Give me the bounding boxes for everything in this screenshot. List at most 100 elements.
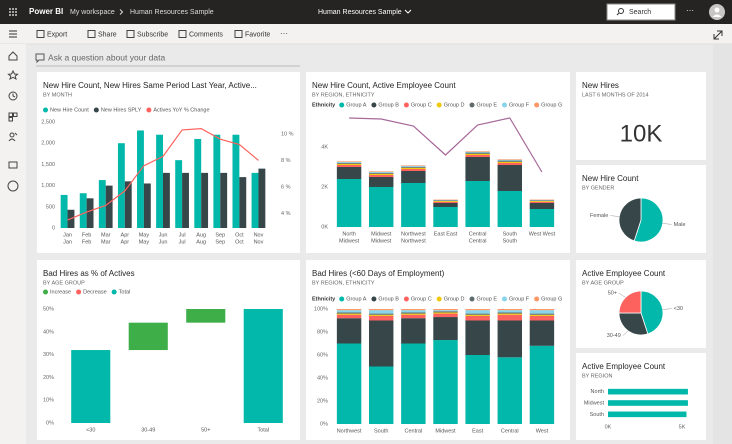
legend-marker <box>43 107 48 113</box>
legend-label: Group D <box>444 102 465 108</box>
bar-segment <box>433 309 458 311</box>
bar-segment <box>369 313 394 315</box>
y-tick-label: 40% <box>43 329 54 335</box>
bar <box>182 172 189 228</box>
bar-segment <box>369 172 394 173</box>
y-tick-label: Midwest <box>584 400 605 406</box>
legend-marker <box>371 296 377 302</box>
bar-segment <box>336 179 362 227</box>
y-tick-label: 10 % <box>281 131 294 137</box>
app-launcher[interactable] <box>9 8 17 16</box>
pie-leader <box>662 308 672 310</box>
search-label[interactable]: Search <box>629 9 651 16</box>
breadcrumb-item[interactable]: Human Resources Sample <box>130 9 214 16</box>
x-tick-label: Central <box>404 428 422 434</box>
legend-label: Group B <box>378 296 399 302</box>
y-tick-label: 8 % <box>281 158 291 164</box>
bar-segment <box>433 310 458 312</box>
bar-segment <box>465 152 490 154</box>
fullscreen-button[interactable] <box>713 30 723 40</box>
y-tick-label: 10% <box>43 398 54 404</box>
y-tick-label: 20% <box>317 398 328 404</box>
x-tick-label: South <box>503 238 517 244</box>
product-name[interactable]: Power BI <box>29 7 63 16</box>
x-tick-label: East <box>472 428 483 434</box>
pie-label: <30 <box>674 306 683 312</box>
bar <box>117 143 125 228</box>
bar <box>608 400 688 406</box>
bar-segment <box>529 313 555 315</box>
y-tick-label: 0% <box>46 420 54 426</box>
bar-segment <box>465 153 490 155</box>
toolbar-button[interactable]: Favorite <box>245 31 270 38</box>
bar <box>258 168 266 228</box>
bar <box>60 194 68 228</box>
tile-title: New Hires <box>582 81 619 90</box>
x-tick-label: 30-49 <box>141 427 155 433</box>
legend-label: Group C <box>411 296 432 302</box>
bar-segment <box>401 314 426 319</box>
bar-segment <box>497 310 522 313</box>
bar <box>194 138 202 228</box>
x-tick-label: May <box>139 232 150 238</box>
bar-segment <box>401 165 426 166</box>
bar-segment <box>497 159 522 160</box>
report-dropdown[interactable] <box>404 9 412 14</box>
bar-segment <box>369 175 394 177</box>
bar-segment <box>369 320 394 367</box>
bar-segment <box>369 310 394 314</box>
bar-segment <box>497 163 522 165</box>
bar-segment <box>401 312 426 314</box>
bar-segment <box>336 310 362 313</box>
y-tick-label: 2K <box>321 184 328 190</box>
nav-menu[interactable] <box>9 30 17 38</box>
nav-icons[interactable] <box>7 51 19 192</box>
y-tick-label: 0% <box>320 421 328 427</box>
bar-segment <box>336 313 362 315</box>
bar-segment <box>497 357 522 424</box>
toolbar-button[interactable]: Share <box>98 31 117 38</box>
bar-segment <box>465 151 490 153</box>
toolbar-button[interactable]: Comments <box>189 31 223 38</box>
x-tick-label: Sep <box>215 239 225 245</box>
tile[interactable] <box>576 72 706 160</box>
bar-segment <box>465 181 490 227</box>
toolbar-more[interactable]: ··· <box>280 29 288 38</box>
search-box[interactable] <box>606 3 676 21</box>
x-tick-label: Aug <box>196 239 206 245</box>
x-tick-label: Aug <box>196 232 206 238</box>
toolbar-icon <box>178 30 187 38</box>
more-menu[interactable]: ··· <box>686 6 694 15</box>
bar-segment <box>433 313 458 318</box>
qa-input[interactable]: Ask a question about your data <box>48 52 165 62</box>
breadcrumb-separator <box>119 9 124 15</box>
legend-marker <box>76 289 82 295</box>
bar-segment <box>497 313 522 315</box>
bar-segment <box>369 366 394 424</box>
legend-marker <box>469 102 475 108</box>
x-tick-label: Central <box>469 231 487 237</box>
waterfall-bar <box>71 350 111 423</box>
bar-segment <box>529 203 555 209</box>
x-tick-label: Total <box>257 427 269 433</box>
legend-label: Group E <box>477 296 498 302</box>
tile-title: Active Employee Count <box>582 362 666 371</box>
legend-label: Group D <box>444 296 465 302</box>
bar-segment <box>336 314 362 319</box>
bar-segment <box>401 318 426 344</box>
toolbar-button[interactable]: Subscribe <box>137 31 168 38</box>
toolbar-icon <box>234 30 243 38</box>
y-tick-label: 4K <box>321 144 328 150</box>
report-title[interactable]: Human Resources Sample <box>318 9 402 16</box>
bar-segment <box>401 171 426 183</box>
bar <box>608 411 687 418</box>
pie-slice <box>618 290 642 314</box>
breadcrumb-item[interactable]: My workspace <box>70 9 115 16</box>
legend-label: Group A <box>346 296 367 302</box>
x-tick-label: Jan <box>63 239 72 245</box>
toolbar-button[interactable]: Export <box>47 31 67 38</box>
bar-segment <box>465 355 490 424</box>
tile[interactable] <box>576 353 706 440</box>
bar-segment <box>497 165 522 191</box>
bar-segment <box>497 159 522 161</box>
